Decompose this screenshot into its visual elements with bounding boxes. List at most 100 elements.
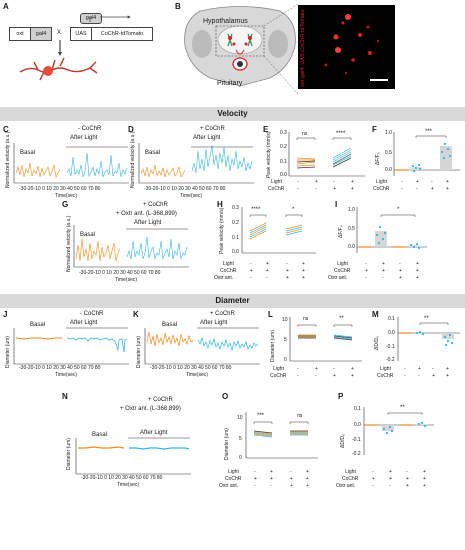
- g-basal-label: Basal: [80, 232, 96, 238]
- f-cochr-0: -: [401, 186, 403, 192]
- n-xlabel: Time(sec): [117, 482, 140, 488]
- e-sig-2: ****: [336, 131, 346, 137]
- j-xlabel: Time(sec): [55, 372, 78, 378]
- panel-label-e: E: [263, 125, 269, 134]
- c-condition-label: - CoChR: [78, 126, 102, 132]
- velocity-section-header: Velocity: [0, 107, 465, 121]
- m-sig: **: [424, 316, 429, 322]
- i-cochr-2: +: [399, 268, 402, 274]
- h-sig-2: *: [292, 207, 295, 213]
- e-cochr-1: -: [315, 186, 317, 192]
- l-cochr-2: +: [333, 373, 336, 379]
- m-ylabel: ΔD/D₀: [374, 335, 380, 350]
- l-plot: [289, 317, 362, 362]
- o-ytick-2: 0: [239, 455, 242, 461]
- h-oxtr-0: -: [250, 275, 252, 281]
- i-oxtr-label: Oxtr ant.: [328, 275, 348, 281]
- d-xticks: -30-20-10 0 10 20 30 40 50 60 70 80: [144, 186, 226, 192]
- l-sig-2: **: [339, 316, 344, 322]
- e-cochr-label: CoChR: [268, 186, 285, 192]
- d-ylabel: Normalized velocity (a.u.): [130, 131, 136, 188]
- j-xticks: -30-20-10 0 10 20 30 40 50 60 70 80: [19, 365, 101, 371]
- m-light-3: +: [446, 366, 449, 372]
- f-light-label: Light: [376, 179, 387, 185]
- i-oxtr-0: -: [365, 275, 367, 281]
- j-trace-plot: [13, 327, 129, 365]
- i-ytick-1: 0.5: [348, 226, 355, 232]
- f-ylabel: ΔF/F₀: [375, 152, 381, 165]
- d-basal-label: Basal: [145, 150, 161, 156]
- f-cochr-1: -: [416, 186, 418, 192]
- f-ytick-2: 0.0: [385, 167, 392, 173]
- gal4-box-top: gal4: [80, 13, 102, 24]
- i-cochr-label: CoChR: [334, 268, 351, 274]
- panel-label-b: B: [175, 2, 181, 11]
- d-trace-plot: [138, 143, 254, 184]
- i-cochr-3: +: [416, 268, 419, 274]
- l-light-1: +: [315, 366, 318, 372]
- c-trace-plot: [13, 143, 129, 184]
- g-condition-label: + CoChR: [143, 202, 168, 208]
- panel-label-l: L: [268, 310, 273, 319]
- p-light-0: -: [372, 469, 374, 475]
- h-cochr-3: +: [302, 268, 305, 274]
- c-xticks: -30-20-10 0 10 20 30 40 50 60 70 80: [19, 186, 101, 192]
- p-oxtr-1: -: [389, 483, 391, 489]
- m-cochr-label: CoChR: [377, 373, 394, 379]
- f-plot: [393, 132, 460, 176]
- g-xticks: -30-20-10 0 10 20 30 40 50 60 70 80: [79, 270, 161, 276]
- m-light-label: Light: [380, 366, 391, 372]
- e-cochr-0: -: [297, 186, 299, 192]
- h-ytick-1: 0.2: [232, 220, 239, 226]
- d-condition-label: + CoChR: [200, 126, 225, 132]
- panel-label-m: M: [372, 310, 379, 319]
- l-cochr-0: -: [297, 373, 299, 379]
- j-basal-label: Basal: [30, 322, 46, 328]
- i-light-0: -: [365, 261, 367, 267]
- uas-box: UAS: [70, 27, 92, 41]
- e-light-3: +: [351, 179, 354, 185]
- panel-label-o: O: [222, 392, 229, 401]
- p-cochr-1: +: [389, 476, 392, 482]
- i-cochr-1: +: [382, 268, 385, 274]
- panel-label-a: A: [3, 2, 9, 11]
- panel-label-c: C: [3, 125, 9, 134]
- k-basal-label: Basal: [162, 322, 178, 328]
- p-ytick-1: 0.0: [354, 422, 361, 428]
- o-ylabel: Diameter (um): [224, 428, 230, 460]
- panel-label-k: K: [133, 310, 139, 319]
- i-ylabel: ΔF/F₀: [338, 225, 344, 238]
- e-light-0: -: [297, 179, 299, 185]
- h-cochr-2: +: [286, 268, 289, 274]
- i-ytick-2: 0.0: [348, 244, 355, 250]
- i-plot: [356, 207, 427, 253]
- l-light-2: -: [333, 366, 335, 372]
- gal4-box-left: gal4: [30, 27, 52, 41]
- e-light-2: -: [333, 179, 335, 185]
- i-light-2: -: [399, 261, 401, 267]
- m-cochr-0: -: [404, 373, 406, 379]
- microscopy-label: oxt:gal4; UAS:CoChR-tdTomato: [300, 9, 306, 87]
- m-ytick-1: 0.0: [388, 330, 395, 336]
- l-ytick-2: 0: [284, 357, 287, 363]
- h-ytick-2: 0.1: [232, 235, 239, 241]
- m-plot: [397, 317, 460, 361]
- f-sig: ***: [425, 129, 433, 135]
- o-oxtr-3: +: [306, 483, 309, 489]
- h-cochr-label: CoChR: [220, 268, 237, 274]
- h-oxtr-1: -: [266, 275, 268, 281]
- fish-head-icon: [184, 3, 299, 95]
- j-condition-label: - CoChR: [80, 311, 104, 317]
- h-light-2: -: [286, 261, 288, 267]
- c-basal-label: Basal: [20, 150, 36, 156]
- k-ylabel: Diameter (um): [136, 336, 142, 368]
- o-cochr-2: +: [290, 476, 293, 482]
- p-ytick-2: -0.1: [352, 437, 361, 443]
- d-xlabel: Time(sec): [180, 193, 203, 199]
- c-after-light-label: After Light: [70, 135, 98, 141]
- e-ytick-2: 0.1: [280, 159, 287, 165]
- n-xticks: -30-20-10 0 10 20 30 40 50 60 70 80: [81, 475, 163, 481]
- o-cochr-0: +: [254, 476, 257, 482]
- o-oxtr-label: Oxtr ant.: [219, 483, 239, 489]
- m-light-0: -: [404, 366, 406, 372]
